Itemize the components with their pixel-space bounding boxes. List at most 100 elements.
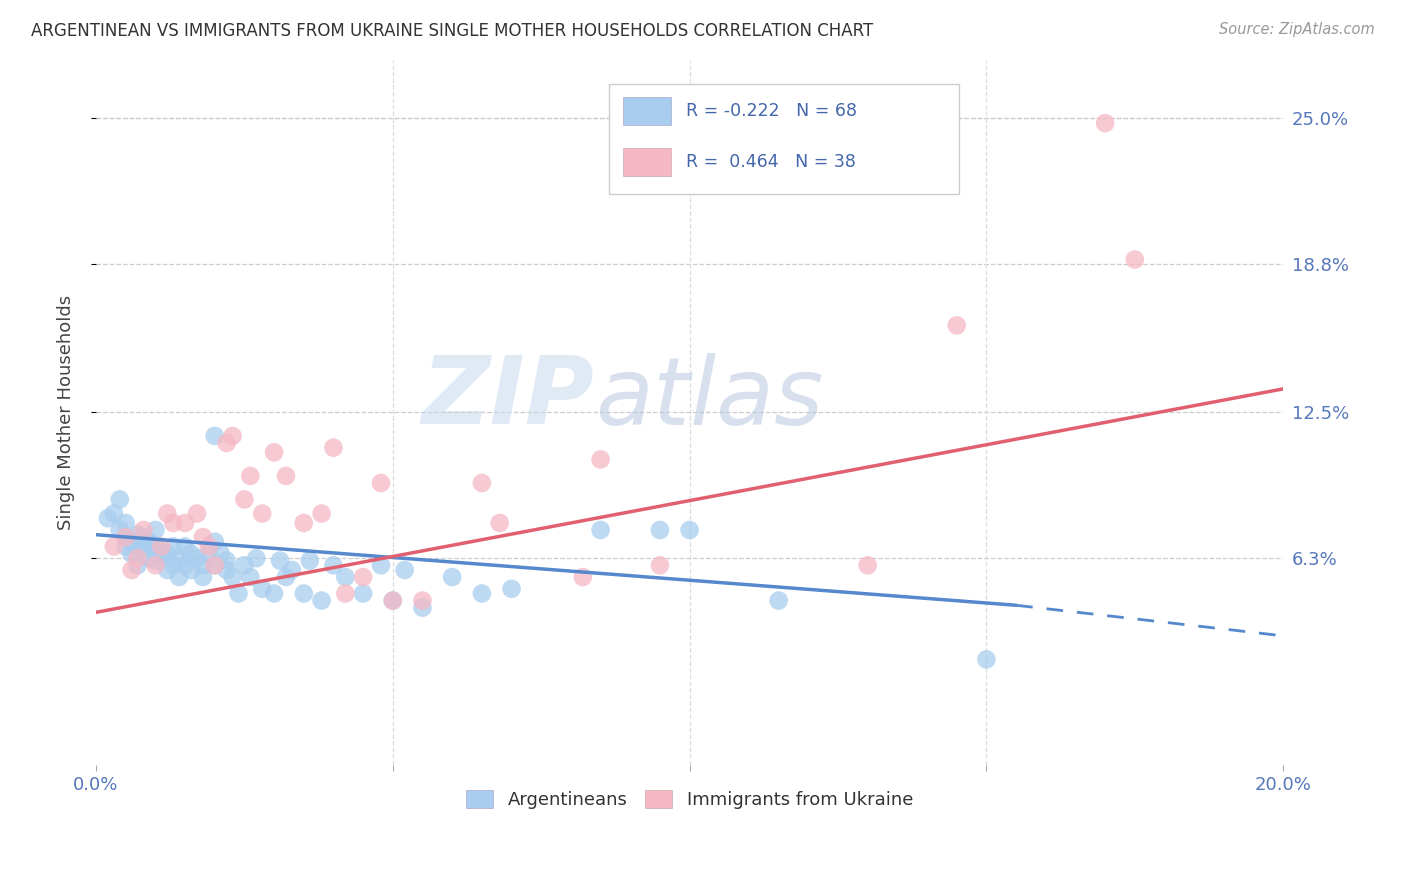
Point: [233, 492, 256, 507]
Bar: [623, 148, 671, 176]
Y-axis label: Single Mother Households: Single Mother Households: [58, 295, 75, 530]
Point: [441, 570, 464, 584]
Point: [370, 475, 392, 490]
Point: [127, 551, 149, 566]
Text: ARGENTINEAN VS IMMIGRANTS FROM UKRAINE SINGLE MOTHER HOUSEHOLDS CORRELATION CHAR: ARGENTINEAN VS IMMIGRANTS FROM UKRAINE S…: [31, 22, 873, 40]
Text: R =  0.464   N = 38: R = 0.464 N = 38: [686, 153, 856, 171]
Point: [311, 507, 333, 521]
Point: [191, 570, 214, 584]
Point: [239, 570, 262, 584]
Point: [269, 553, 291, 567]
Point: [648, 558, 671, 573]
Point: [121, 563, 143, 577]
Point: [174, 558, 197, 573]
FancyBboxPatch shape: [609, 85, 959, 194]
Point: [145, 553, 167, 567]
Point: [167, 570, 190, 584]
Point: [204, 558, 226, 573]
Point: [394, 563, 416, 577]
Point: [292, 516, 315, 530]
Point: [1094, 116, 1116, 130]
Point: [114, 516, 136, 530]
Point: [198, 540, 221, 554]
Point: [411, 600, 433, 615]
Point: [186, 551, 208, 566]
Point: [352, 570, 374, 584]
Point: [228, 586, 250, 600]
Point: [156, 507, 179, 521]
Point: [352, 586, 374, 600]
Text: Source: ZipAtlas.com: Source: ZipAtlas.com: [1219, 22, 1375, 37]
Point: [233, 558, 256, 573]
Point: [127, 540, 149, 554]
Point: [292, 586, 315, 600]
Point: [167, 551, 190, 566]
Point: [97, 511, 120, 525]
Point: [589, 452, 612, 467]
Point: [156, 547, 179, 561]
Text: atlas: atlas: [595, 353, 823, 444]
Point: [335, 570, 357, 584]
Point: [114, 530, 136, 544]
Point: [221, 429, 243, 443]
Point: [571, 570, 593, 584]
Text: ZIP: ZIP: [422, 352, 595, 444]
Point: [138, 551, 160, 566]
Point: [162, 558, 184, 573]
Point: [132, 523, 155, 537]
Point: [156, 563, 179, 577]
Point: [381, 593, 404, 607]
Point: [162, 516, 184, 530]
Point: [501, 582, 523, 596]
Point: [145, 558, 167, 573]
Point: [488, 516, 510, 530]
Point: [263, 586, 285, 600]
Point: [252, 582, 274, 596]
Point: [976, 652, 998, 666]
Point: [204, 534, 226, 549]
Point: [114, 540, 136, 554]
Point: [186, 507, 208, 521]
Point: [370, 558, 392, 573]
Point: [648, 523, 671, 537]
Point: [180, 547, 202, 561]
Point: [132, 541, 155, 556]
Legend: Argentineans, Immigrants from Ukraine: Argentineans, Immigrants from Ukraine: [458, 782, 921, 816]
Point: [108, 492, 131, 507]
Point: [198, 547, 221, 561]
Point: [322, 441, 344, 455]
Point: [150, 540, 173, 554]
Point: [150, 547, 173, 561]
Point: [145, 523, 167, 537]
Point: [204, 558, 226, 573]
Point: [281, 563, 304, 577]
Point: [215, 563, 238, 577]
Point: [215, 553, 238, 567]
Point: [263, 445, 285, 459]
Text: R = -0.222   N = 68: R = -0.222 N = 68: [686, 102, 858, 120]
Point: [768, 593, 790, 607]
Point: [274, 469, 297, 483]
Point: [138, 534, 160, 549]
Point: [121, 547, 143, 561]
Point: [180, 563, 202, 577]
Point: [311, 593, 333, 607]
Point: [274, 570, 297, 584]
Point: [174, 516, 197, 530]
Point: [209, 547, 232, 561]
Point: [108, 523, 131, 537]
Point: [381, 593, 404, 607]
Point: [103, 540, 125, 554]
Point: [335, 586, 357, 600]
Point: [678, 523, 700, 537]
Point: [411, 593, 433, 607]
Point: [1123, 252, 1146, 267]
Point: [204, 429, 226, 443]
Point: [121, 534, 143, 549]
Bar: [623, 97, 671, 125]
Point: [252, 507, 274, 521]
Point: [127, 527, 149, 541]
Point: [589, 523, 612, 537]
Point: [132, 530, 155, 544]
Point: [174, 540, 197, 554]
